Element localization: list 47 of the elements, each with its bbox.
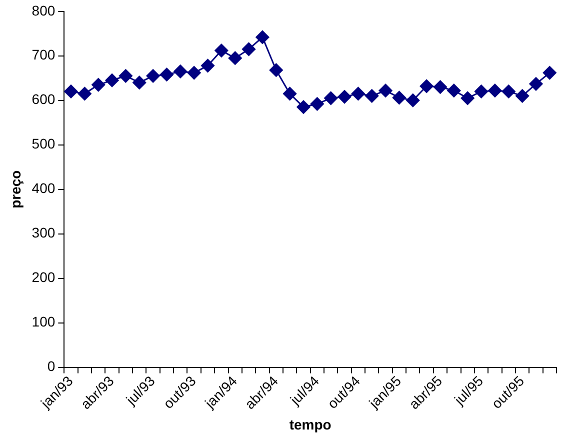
point [310,97,324,111]
point [118,69,132,83]
point [228,51,242,65]
y-tick-label: 100 [32,314,56,330]
point [474,84,488,98]
y-tick-label: 500 [32,136,56,152]
point [283,86,297,100]
y-tick-label: 800 [32,2,56,18]
y-tick-label: 600 [32,91,56,108]
point [269,63,283,77]
point [132,76,146,90]
point [214,44,228,58]
point [502,84,516,98]
point [92,78,106,92]
point [447,84,461,98]
point [296,100,310,114]
point [146,69,160,83]
point [529,77,543,91]
point [256,30,270,44]
point [392,90,406,104]
point [488,84,502,98]
point [365,89,379,103]
y-tick-label: 400 [32,180,56,196]
point [460,91,474,105]
y-tick-label: 300 [32,224,56,241]
point [324,91,338,105]
y-tick-label: 0 [47,358,56,374]
point [338,90,352,104]
point [64,84,78,98]
point [516,89,530,103]
y-tick-label: 700 [32,46,56,63]
point [105,74,119,88]
point [201,58,215,72]
point [351,86,365,100]
point [187,66,201,80]
x-axis-title: tempo [289,416,332,432]
point [434,80,448,94]
point [406,94,420,108]
point [542,66,556,80]
point [174,64,188,78]
y-axis-title: preço [7,170,24,208]
point [242,42,256,56]
point [160,68,174,82]
y-tick-label: 200 [32,269,56,286]
point [78,86,92,100]
point [420,79,434,93]
point [378,84,392,98]
